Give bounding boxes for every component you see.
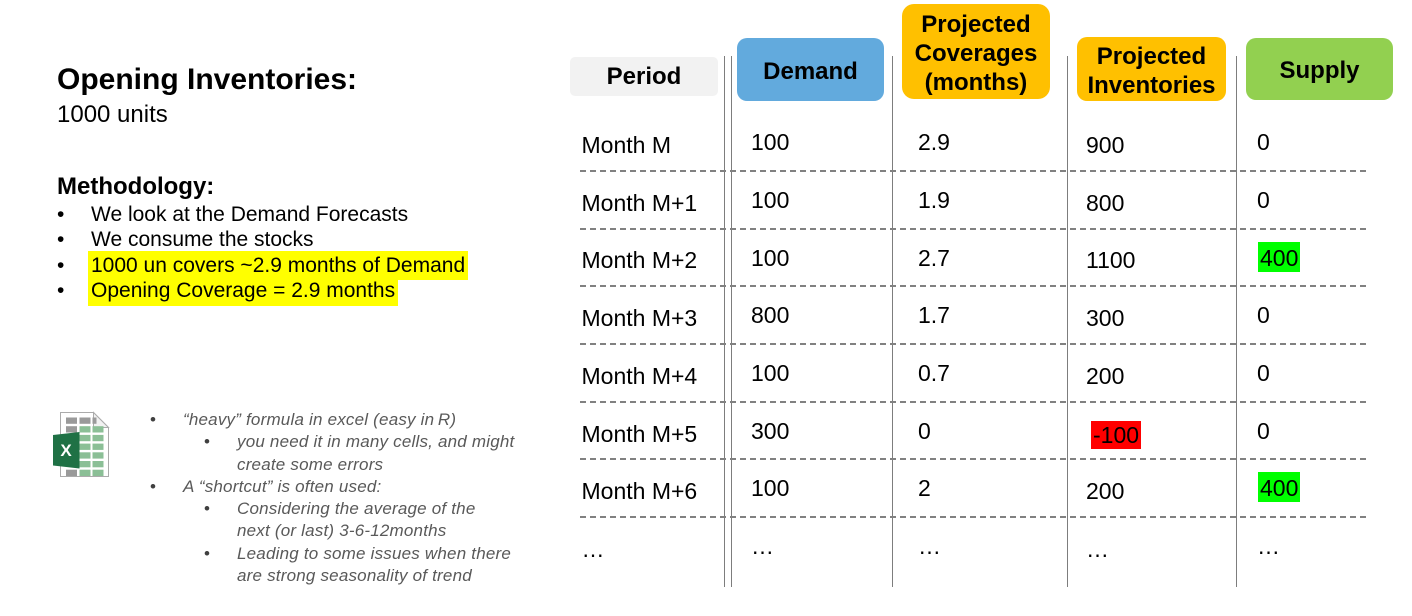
svg-text:X: X <box>60 441 72 460</box>
